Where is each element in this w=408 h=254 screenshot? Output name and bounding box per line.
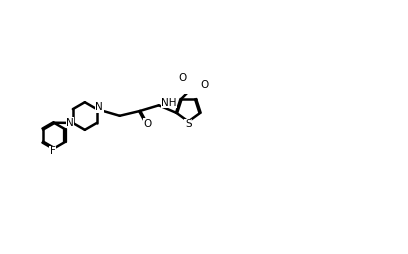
Text: O: O [201, 80, 209, 90]
Text: F: F [50, 146, 56, 156]
Text: O: O [179, 73, 187, 83]
Text: N: N [95, 102, 103, 112]
Text: N: N [66, 118, 74, 128]
Text: NH: NH [161, 98, 177, 108]
Text: S: S [185, 119, 192, 129]
Text: O: O [143, 119, 151, 129]
